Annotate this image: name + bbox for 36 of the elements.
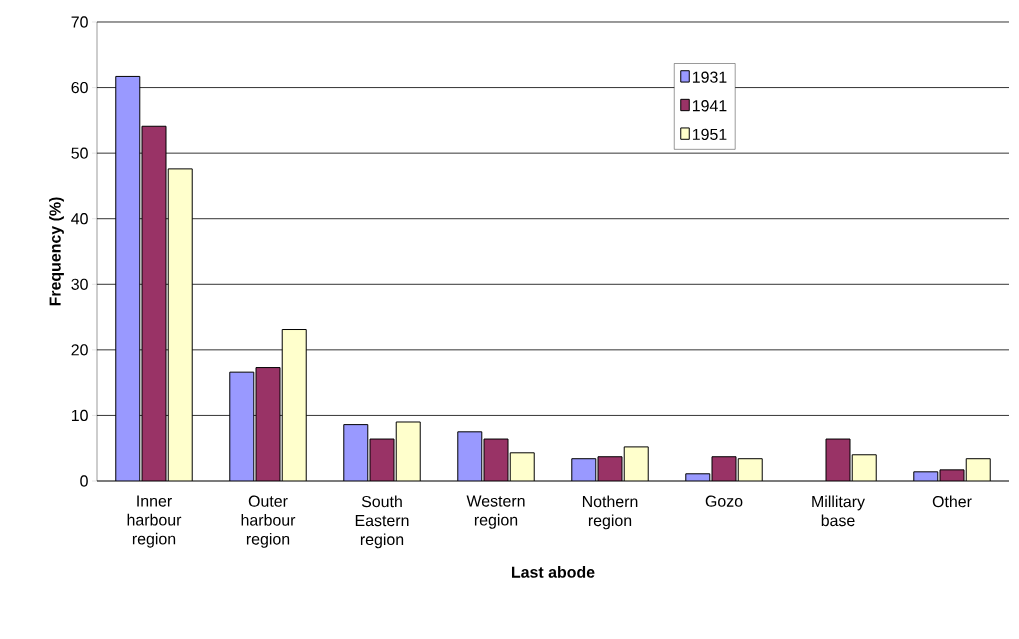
x-tick-label: South Eastern region [355,495,409,549]
bar [115,75,141,481]
bar [167,168,193,481]
bar [623,446,649,481]
bar [965,458,991,481]
x-tick-label: Western region [466,495,525,529]
legend-label: 1941 [692,100,727,112]
legend-label: 1951 [692,128,727,140]
y-tick-label: 0 [80,475,88,487]
bar [851,454,877,481]
y-tick-label: 40 [71,213,88,225]
x-tick-label: Other [932,495,972,508]
y-tick-label: 30 [71,278,88,290]
x-tick-label: Gozo [705,495,743,507]
bar [255,367,281,481]
bar [141,125,167,481]
y-tick-label: 60 [71,81,88,94]
bar [395,421,421,481]
x-tick-label: Inner harbour region [127,495,182,548]
bar [737,458,763,481]
y-tick-label: 70 [71,16,88,28]
bar [509,452,535,481]
y-tick-label: 10 [71,409,88,422]
bar [457,431,483,481]
y-tick-label: 20 [71,344,88,356]
y-axis-title: Frequency (%) [49,197,64,306]
legend-label: 1931 [692,71,727,83]
x-tick-label: Nothern region [582,495,638,530]
x-tick-label: Outer harbour region [241,495,296,548]
bar [281,329,307,481]
x-axis-title: Last abode [511,566,595,578]
bar [571,458,597,481]
bar [229,371,255,481]
y-tick-label: 50 [71,147,88,159]
bar [343,424,369,481]
x-tick-label: Millitary base [812,495,865,527]
